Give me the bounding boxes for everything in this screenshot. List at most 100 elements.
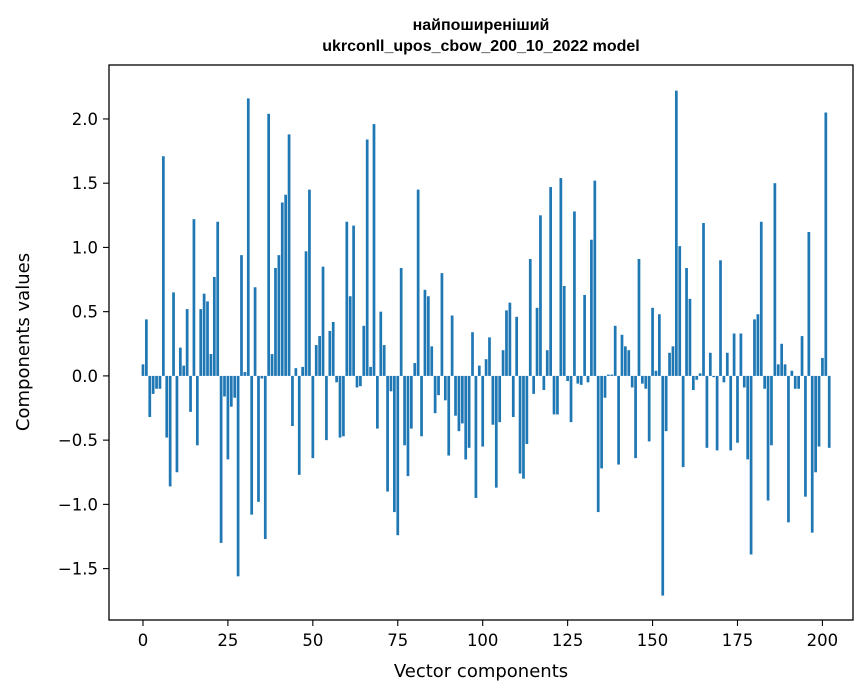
x-tick-label: 100: [467, 631, 499, 650]
bar-component-37: [267, 113, 271, 376]
bar-component-39: [274, 267, 277, 376]
bar-component-143: [627, 350, 631, 376]
bar-component-157: [674, 90, 678, 376]
bar-component-85: [430, 346, 434, 376]
bar-component-52: [318, 336, 321, 376]
x-axis-label: Vector components: [394, 661, 568, 682]
bar-component-114: [528, 258, 532, 376]
bar-component-127: [573, 211, 576, 376]
bar-component-184: [766, 375, 770, 501]
bar-component-151: [654, 370, 658, 376]
x-tick-label: 175: [722, 631, 754, 650]
bar-component-134: [596, 375, 600, 513]
bar-component-47: [301, 366, 304, 376]
bar-component-163: [695, 375, 699, 380]
bar-component-155: [668, 352, 671, 376]
bar-component-93: [457, 375, 461, 432]
bar-component-69: [376, 375, 379, 429]
bar-component-129: [579, 375, 583, 385]
bar-component-171: [722, 375, 726, 383]
bar-component-158: [678, 246, 682, 376]
chart-title: найпоширеніший ukrconll_upos_cbow_200_10…: [322, 17, 639, 55]
y-tick-label: 0.0: [72, 367, 98, 386]
bar-component-137: [607, 374, 610, 376]
bar-component-149: [647, 375, 651, 442]
bar-component-152: [658, 314, 661, 376]
bar-component-186: [773, 183, 777, 376]
y-tick-label: 2.0: [72, 110, 98, 129]
bar-component-193: [797, 375, 800, 389]
bar-component-80: [413, 363, 417, 376]
bar-component-15: [192, 219, 196, 376]
bar-component-159: [681, 375, 685, 468]
bar-component-42: [284, 194, 288, 376]
bar-component-71: [382, 345, 386, 376]
bar-series: [141, 90, 831, 596]
bar-component-185: [770, 375, 773, 446]
bar-component-73: [389, 375, 393, 392]
bar-component-90: [447, 375, 451, 456]
bar-component-66: [365, 139, 369, 376]
bar-component-189: [783, 364, 787, 376]
chart-title-line-2: ukrconll_upos_cbow_200_10_2022 model: [322, 38, 639, 55]
bar-component-110: [515, 316, 519, 376]
bar-component-68: [372, 124, 376, 376]
bar-component-166: [705, 375, 709, 448]
bar-component-9: [172, 292, 175, 376]
bar-component-190: [787, 375, 790, 523]
bar-component-145: [634, 375, 637, 459]
bar-component-51: [314, 345, 318, 376]
bar-component-162: [691, 375, 695, 391]
bar-component-169: [715, 375, 719, 451]
bar-component-123: [559, 178, 563, 376]
bar-component-106: [501, 350, 505, 376]
bar-component-26: [229, 375, 233, 407]
bar-component-75: [396, 375, 400, 536]
x-tick-label: 150: [637, 631, 669, 650]
bar-component-187: [776, 364, 780, 376]
bar-component-23: [219, 375, 223, 543]
bar-component-164: [698, 373, 702, 376]
bar-component-58: [338, 375, 342, 438]
bar-component-14: [189, 375, 192, 412]
bar-component-148: [644, 375, 648, 389]
bar-component-195: [804, 375, 807, 497]
bar-component-105: [498, 375, 502, 423]
bar-component-83: [423, 289, 427, 376]
bar-component-50: [311, 375, 315, 459]
bar-component-183: [763, 375, 767, 389]
bar-component-21: [212, 276, 216, 376]
bar-component-194: [800, 336, 804, 376]
bar-component-178: [746, 375, 750, 460]
bar-component-197: [810, 375, 814, 533]
bar-component-119: [545, 350, 549, 376]
bar-component-6: [162, 156, 165, 376]
bar-component-202: [827, 375, 831, 448]
bar-component-53: [321, 266, 325, 376]
bar-component-72: [386, 375, 389, 492]
bar-component-41: [280, 202, 284, 376]
bar-component-103: [491, 375, 495, 425]
bar-component-124: [562, 285, 566, 376]
bar-component-167: [708, 352, 712, 376]
bar-component-56: [331, 321, 335, 376]
bar-component-170: [719, 260, 722, 376]
bar-component-153: [661, 375, 665, 596]
bar-component-95: [464, 375, 468, 460]
bar-component-0: [141, 364, 145, 376]
bar-component-55: [328, 330, 332, 376]
bar-component-112: [522, 375, 525, 479]
bar-component-144: [630, 375, 634, 388]
bar-component-3: [151, 375, 155, 394]
x-tick-label: 0: [138, 631, 149, 650]
bar-component-120: [549, 187, 552, 376]
bar-component-133: [593, 180, 597, 376]
bar-component-177: [742, 375, 746, 388]
bar-component-4: [155, 375, 158, 389]
bar-component-132: [590, 239, 593, 376]
bar-component-146: [637, 258, 641, 376]
bar-component-150: [651, 307, 654, 376]
bar-component-98: [474, 375, 478, 498]
bar-component-116: [535, 307, 539, 376]
bar-component-49: [308, 189, 311, 376]
